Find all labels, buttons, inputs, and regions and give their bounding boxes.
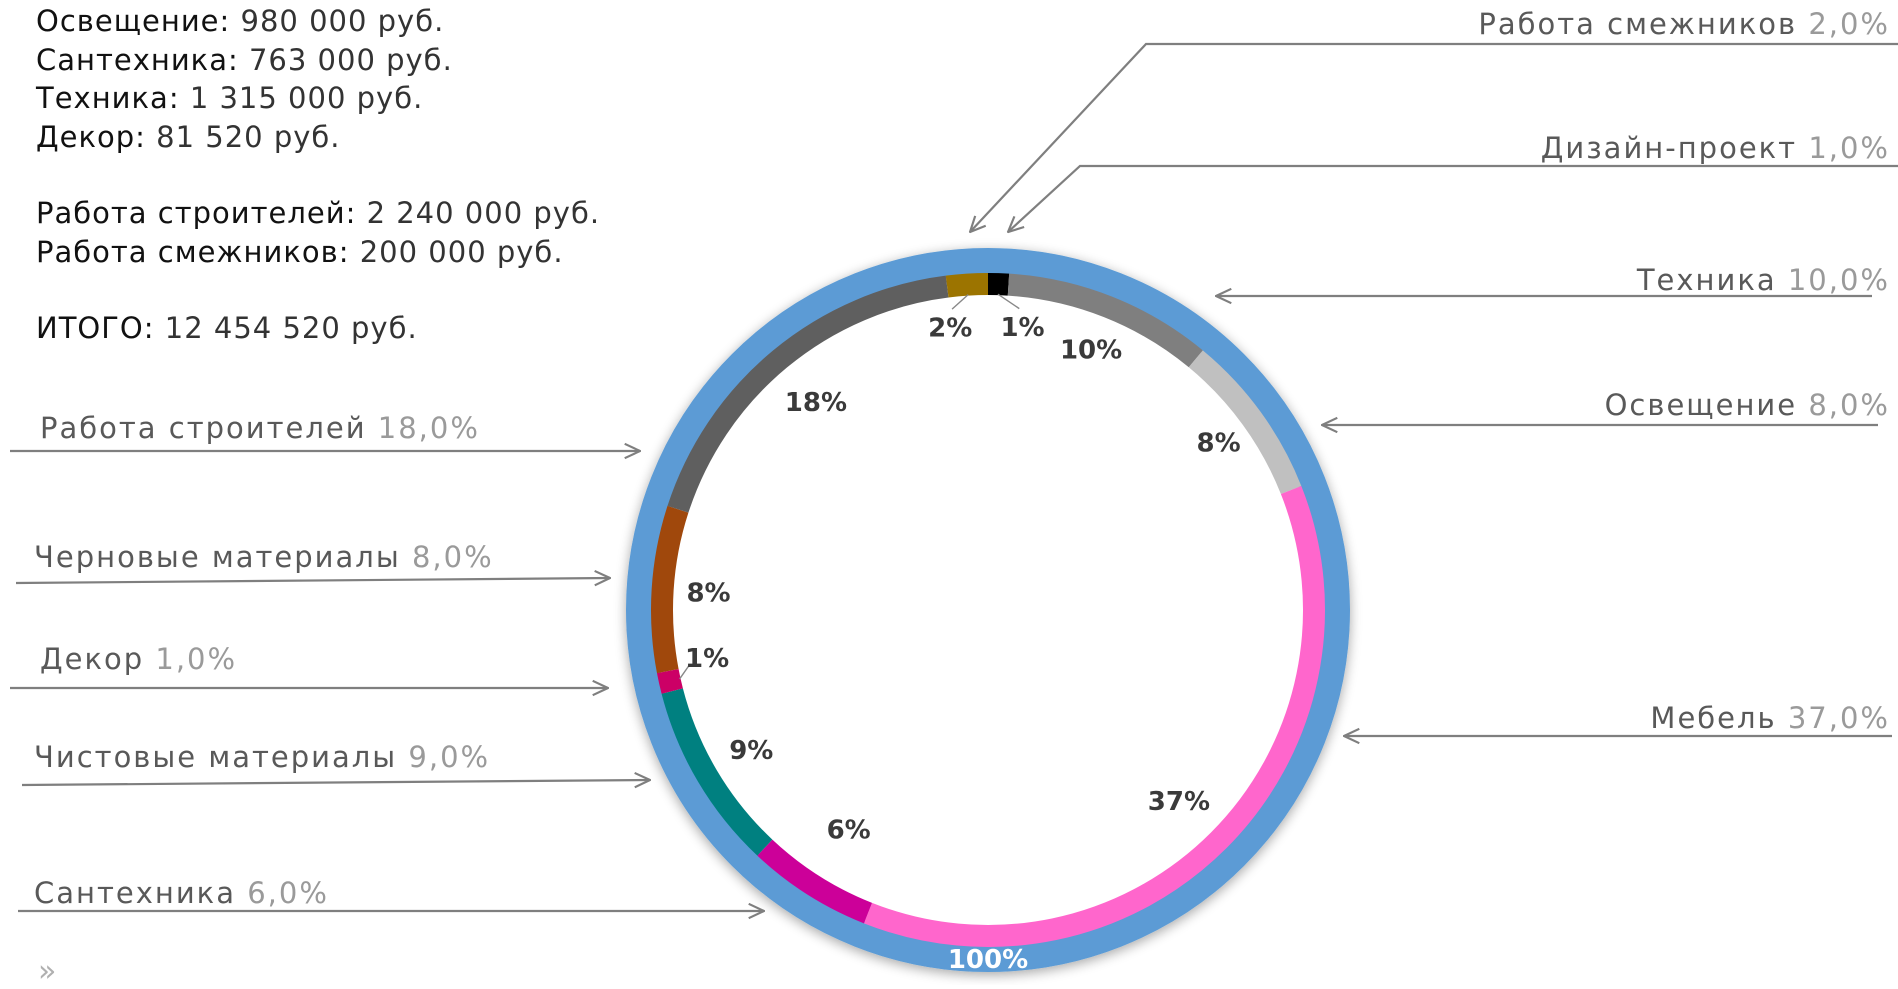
legend-callouts: Дизайн-проект 1,0% Техника 10,0% Освещение… [10, 7, 1898, 911]
legend-pct: 1,0% [155, 642, 237, 676]
cost-row-lighting: Освещение: 980 000 руб. [36, 2, 600, 41]
legend-name: Работа строителей [40, 411, 378, 445]
pct-label: 1% [685, 644, 729, 674]
cost-label: Декор: [36, 119, 146, 154]
cost-row-decor: Декор: 81 520 руб. [36, 118, 600, 157]
callout-arrow [1008, 164, 1898, 232]
cost-summary: Освещение: 980 000 руб. Сантехника: 763 … [36, 0, 600, 348]
cost-value: 1 315 000 руб. [189, 81, 424, 115]
cost-row-plumbing: Сантехника: 763 000 руб. [36, 41, 600, 80]
cost-value: 81 520 руб. [156, 119, 341, 154]
slice-4 [757, 839, 873, 924]
slice-5 [661, 688, 773, 856]
legend-entry: Работа смежников 2,0% [1478, 7, 1890, 41]
legend-pct: 1,0% [1808, 131, 1890, 165]
legend-entry: Освещение 8,0% [1605, 388, 1890, 422]
slice-0 [987, 273, 1010, 296]
outer-ring-label: 100% [948, 945, 1028, 975]
legend-name: Сантехника [34, 876, 247, 910]
outer-ring-circle [626, 248, 1350, 972]
pct-label: 8% [1196, 428, 1240, 458]
pct-label: 1% [1000, 313, 1044, 343]
callout-arrow [21, 780, 650, 785]
legend-pct: 6,0% [247, 876, 329, 910]
legend-entry: Мебель 37,0% [1650, 701, 1890, 735]
cost-label: Работа смежников: [36, 234, 350, 269]
cost-row-appliances: Техника: 1 315 000 руб. [36, 79, 600, 118]
legend-entry: Работа строителей 18,0% [40, 411, 480, 445]
pct-label: 9% [729, 736, 773, 766]
pct-leader-line [679, 663, 691, 680]
cost-label: Освещение: [36, 4, 231, 38]
callout-arrow [15, 578, 610, 583]
legend-entry: Дизайн-проект 1,0% [1541, 131, 1890, 165]
legend-entry: Декор 1,0% [40, 642, 237, 676]
data-labels: 1% 10% 8% 37% 6% 9% 1% 8% 18% 2% 100% [685, 313, 1241, 975]
legend-entry: Чистовые материалы 9,0% [34, 740, 490, 774]
legend-pct: 18,0% [378, 411, 480, 445]
cost-value: 980 000 руб. [240, 4, 445, 38]
slice-6 [656, 668, 683, 694]
legend-name: Декор [40, 642, 155, 676]
pct-label: 8% [686, 578, 730, 608]
legend-name: Работа смежников [1478, 7, 1808, 41]
legend-pct: 9,0% [408, 740, 490, 774]
legend-name: Чистовые материалы [34, 740, 408, 774]
cost-label: Сантехника: [36, 42, 239, 77]
cost-label: Техника: [36, 81, 180, 115]
legend-name: Мебель [1650, 701, 1787, 735]
pct-label: 6% [827, 816, 871, 846]
legend-entry: Сантехника 6,0% [34, 876, 329, 910]
slice-1 [1007, 273, 1203, 368]
legend-name: Освещение [1605, 388, 1809, 422]
leader-lines [679, 293, 1020, 680]
legend-pct: 10,0% [1788, 263, 1890, 297]
slice-7 [651, 505, 689, 674]
slice-2 [1188, 350, 1302, 495]
cost-value: 763 000 руб. [248, 42, 453, 77]
cost-value: 2 240 000 руб. [366, 196, 601, 230]
slice-3 [863, 485, 1325, 947]
legend-pct: 37,0% [1788, 701, 1890, 735]
pct-leader-line [997, 293, 1020, 310]
pct-label: 10% [1060, 336, 1122, 366]
corner-chevron-icon: » [38, 954, 57, 989]
cost-row-subcontractors: Работа смежников: 200 000 руб. [36, 233, 600, 272]
pct-leader-line [951, 294, 969, 310]
legend-name: Дизайн-проект [1541, 131, 1809, 165]
legend-name: Черновые материалы [34, 540, 412, 574]
pct-label: 2% [928, 314, 972, 344]
legend-pct: 8,0% [1808, 388, 1890, 422]
legend-entry: Черновые материалы 8,0% [34, 540, 494, 574]
cost-value: 200 000 руб. [359, 234, 564, 269]
donut-slices [651, 273, 1325, 947]
legend-entry: Техника 10,0% [1636, 263, 1890, 297]
outer-ring [626, 248, 1350, 972]
slice-8 [667, 275, 949, 513]
cost-row-builders: Работа строителей: 2 240 000 руб. [36, 194, 600, 233]
slice-9 [945, 273, 989, 298]
cost-label: Работа строителей: [36, 196, 357, 230]
pct-label: 37% [1148, 787, 1210, 817]
cost-row-total: ИТОГО: 12 454 520 руб. [36, 309, 600, 348]
legend-name: Техника [1636, 263, 1788, 297]
total-value: 12 454 520 руб. [164, 311, 418, 345]
callout-arrow [970, 42, 1898, 232]
pct-label: 18% [785, 388, 847, 418]
legend-pct: 2,0% [1808, 7, 1890, 41]
total-label: ИТОГО: [36, 311, 155, 345]
legend-pct: 8,0% [412, 540, 494, 574]
